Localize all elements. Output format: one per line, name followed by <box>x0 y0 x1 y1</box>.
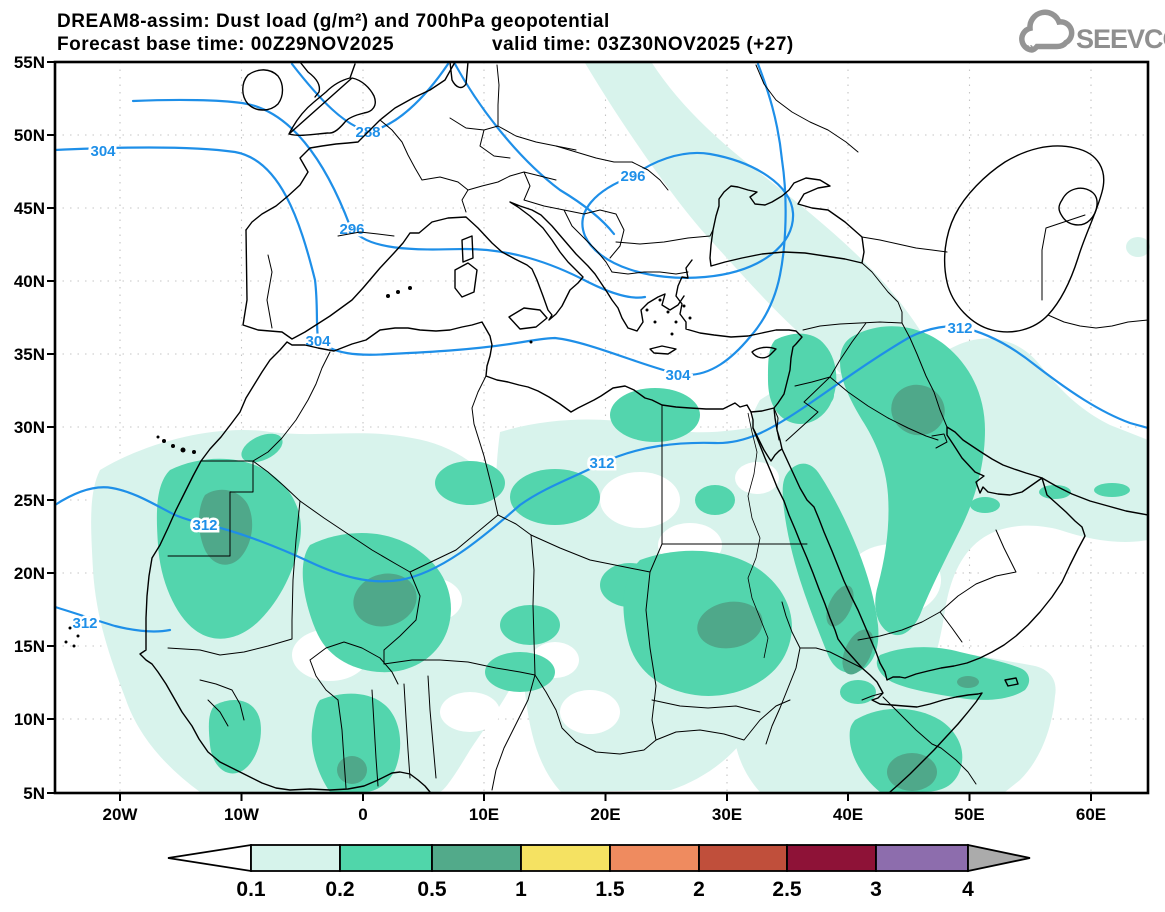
geopotential-contours <box>53 62 1150 633</box>
contour-label-296-oval: 296 <box>620 168 645 185</box>
lat-label-45n: 45N <box>14 199 45 218</box>
colorbar-label-0.1: 0.1 <box>236 878 266 901</box>
forecast-base-time: Forecast base time: 00Z29NOV2025 <box>57 34 394 55</box>
contour-288 <box>290 62 450 133</box>
contour-label-304-nw: 304 <box>90 143 116 160</box>
cloud-icon <box>1019 9 1075 53</box>
colorbar-cell-0.5-1 <box>431 844 522 872</box>
dust-shading-level-0.5 <box>198 384 979 791</box>
small-islands <box>64 286 692 648</box>
colorbar-cell-3-4 <box>875 844 969 872</box>
lon-label-10e: 10E <box>469 805 499 824</box>
lon-label-60e: 60E <box>1076 805 1106 824</box>
lat-label-10n: 10N <box>14 710 45 729</box>
colorbar-cell-1.5-2 <box>609 844 700 872</box>
contour-296-branch <box>453 62 616 236</box>
lat-label-30n: 30N <box>14 418 45 437</box>
colorbar-label-2: 2 <box>693 878 705 901</box>
contour-312-southwest <box>53 605 172 633</box>
contour-label-304-levant: 304 <box>665 367 691 384</box>
valid-time: valid time: 03Z30NOV2025 (+27) <box>492 34 794 55</box>
colorbar-right-arrow <box>967 843 1031 873</box>
colorbar-left-arrow <box>167 843 252 873</box>
nile-river <box>747 412 769 659</box>
colorbar-label-4: 4 <box>962 878 974 901</box>
coastlines <box>139 61 1149 793</box>
latitude-axis: 55N 50N 45N 40N 35N 30N 25N 20N 15N 10N … <box>14 53 45 803</box>
colorbar-label-0.2: 0.2 <box>325 878 354 901</box>
contour-label-312-sw: 312 <box>72 615 97 632</box>
colorbar-labels: 0.1 0.2 0.5 1 1.5 2 2.5 3 4 <box>236 878 974 901</box>
lon-label-50e: 50E <box>954 805 984 824</box>
contour-label-312-egypt: 312 <box>589 455 614 472</box>
lat-label-5n: 5N <box>23 784 45 803</box>
colorbar-cell-1-1.5 <box>520 844 611 872</box>
lon-label-40e: 40E <box>833 805 863 824</box>
colorbar-label-1.5: 1.5 <box>595 878 625 901</box>
contour-296-oval <box>581 151 795 279</box>
lat-label-50n: 50N <box>14 126 45 145</box>
colorbar-label-1: 1 <box>515 878 527 901</box>
lat-label-25n: 25N <box>14 491 45 510</box>
longitude-axis: 20W 10W 0 10E 20E 30E 40E 50E 60E <box>103 805 1107 824</box>
lat-label-35n: 35N <box>14 345 45 364</box>
colorbar-cell-2-2.5 <box>698 844 788 872</box>
contour-labels: 288 304 296 296 304 304 312 312 312 312 <box>70 122 975 635</box>
contour-label-312-east: 312 <box>947 320 972 337</box>
colorbar-label-0.5: 0.5 <box>417 878 447 901</box>
cloud-chevrons-icon: » <box>1026 39 1034 56</box>
contour-304 <box>53 62 787 377</box>
contour-296-west <box>131 98 647 299</box>
logo-text: SEEVCCC <box>1076 24 1165 54</box>
lat-label-55n: 55N <box>14 53 45 72</box>
lon-label-20w: 20W <box>103 805 139 824</box>
lat-label-40n: 40N <box>14 272 45 291</box>
lon-label-0: 0 <box>358 805 367 824</box>
dust-shading-level-0.2 <box>156 326 1130 792</box>
colorbar-cell-2.5-3 <box>786 844 877 872</box>
colorbar-cell-0.1-0.2 <box>250 844 341 872</box>
axis-ticks <box>47 61 1092 801</box>
lon-label-10w: 10W <box>224 805 260 824</box>
contour-label-312-mauritania: 312 <box>192 517 217 534</box>
figure-title: DREAM8-assim: Dust load (g/m²) and 700hP… <box>57 11 610 32</box>
colorbar: 0.1 0.2 0.5 1 1.5 2 2.5 3 4 <box>167 843 1031 901</box>
lon-label-20e: 20E <box>590 805 620 824</box>
seevccc-logo: » SEEVCCC <box>1019 9 1165 56</box>
lat-label-15n: 15N <box>14 637 45 656</box>
colorbar-cell-0.2-0.5 <box>339 844 433 872</box>
contour-312 <box>53 325 1150 583</box>
lon-label-30e: 30E <box>712 805 742 824</box>
lat-label-20n: 20N <box>14 564 45 583</box>
colorbar-label-3: 3 <box>870 878 882 901</box>
colorbar-label-2.5: 2.5 <box>772 878 802 901</box>
country-borders <box>167 64 1149 791</box>
